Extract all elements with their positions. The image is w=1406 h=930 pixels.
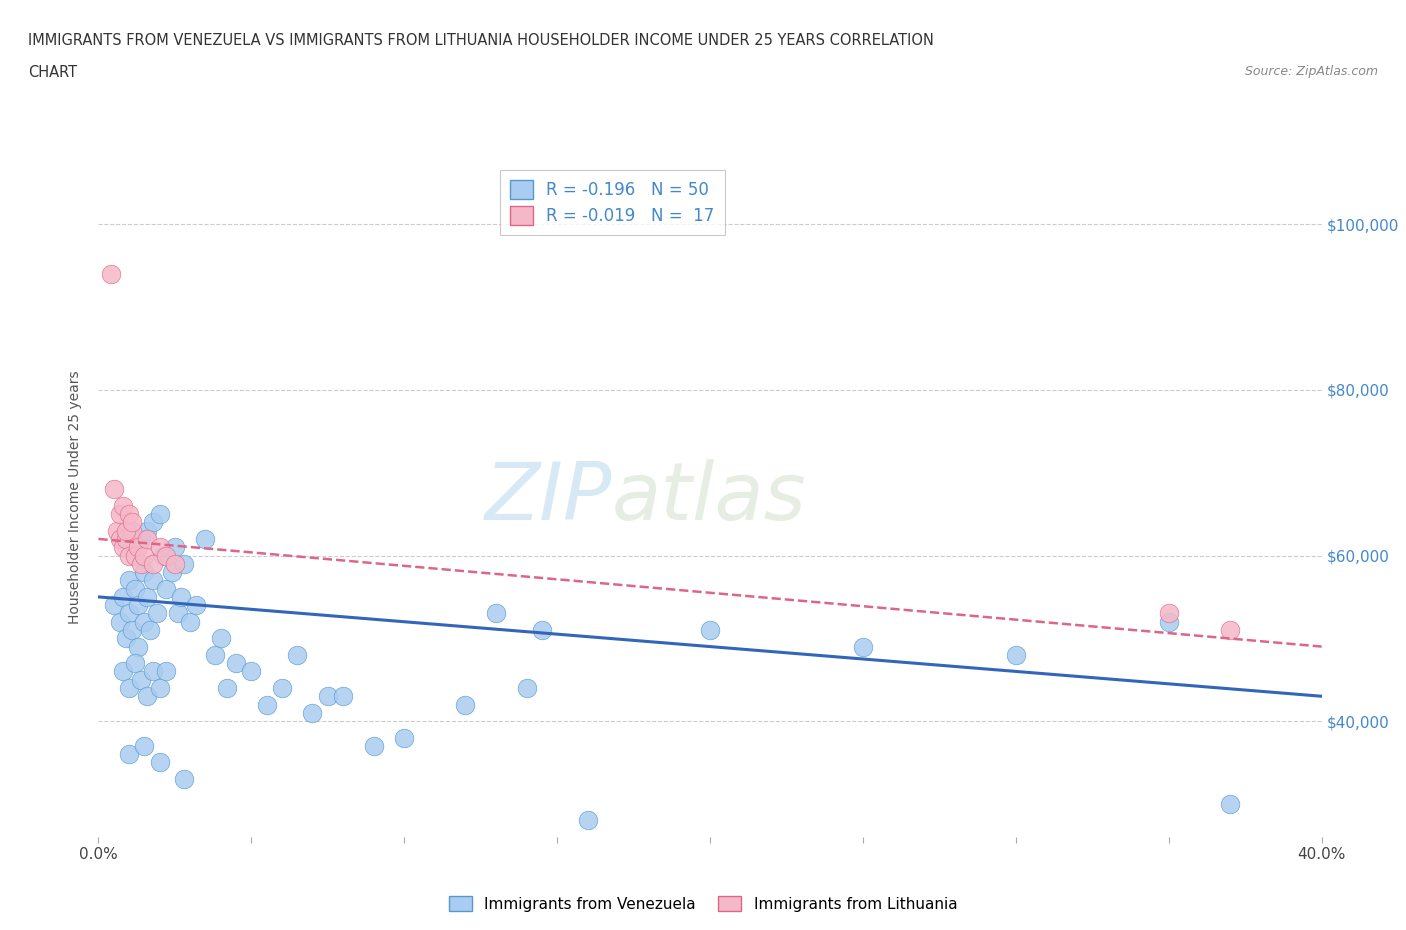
Point [149, 755, 172, 770]
Point [121, 622, 143, 637]
Point [256, 698, 278, 712]
Point [118, 681, 141, 696]
Point [115, 532, 138, 547]
Point [576, 813, 599, 828]
Point [285, 647, 308, 662]
Point [332, 689, 354, 704]
Point [155, 664, 177, 679]
Point [225, 656, 247, 671]
Point [149, 507, 172, 522]
Point [852, 639, 875, 654]
Point [270, 681, 292, 696]
Point [301, 705, 323, 720]
Point [1157, 615, 1180, 630]
Point [160, 565, 183, 579]
Point [121, 515, 143, 530]
Text: CHART: CHART [28, 65, 77, 80]
Point [108, 615, 131, 630]
Point [1219, 622, 1241, 637]
Point [209, 631, 232, 645]
Legend: R = -0.196   N = 50, R = -0.019   N =  17: R = -0.196 N = 50, R = -0.019 N = 17 [499, 170, 724, 235]
Point [142, 556, 165, 571]
Point [173, 772, 195, 787]
Point [105, 524, 128, 538]
Point [139, 622, 162, 637]
Point [142, 573, 165, 588]
Point [215, 681, 238, 696]
Point [108, 507, 131, 522]
Text: IMMIGRANTS FROM VENEZUELA VS IMMIGRANTS FROM LITHUANIA HOUSEHOLDER INCOME UNDER : IMMIGRANTS FROM VENEZUELA VS IMMIGRANTS … [28, 33, 934, 47]
Point [204, 647, 226, 662]
Point [530, 622, 553, 637]
Point [124, 581, 146, 596]
Point [111, 539, 134, 554]
Point [118, 573, 141, 588]
Point [240, 664, 263, 679]
Point [136, 590, 159, 604]
Y-axis label: Householder Income Under 25 years: Householder Income Under 25 years [69, 371, 83, 624]
Point [152, 548, 174, 563]
Point [155, 581, 177, 596]
Point [316, 689, 339, 704]
Point [142, 664, 165, 679]
Point [136, 689, 159, 704]
Point [127, 639, 149, 654]
Point [111, 498, 134, 513]
Point [155, 548, 177, 563]
Point [127, 539, 149, 554]
Point [149, 539, 172, 554]
Point [194, 532, 217, 547]
Point [516, 681, 538, 696]
Point [118, 747, 141, 762]
Text: atlas: atlas [612, 458, 807, 537]
Point [121, 524, 143, 538]
Point [118, 548, 141, 563]
Point [115, 524, 138, 538]
Point [363, 738, 385, 753]
Point [103, 598, 125, 613]
Text: ZIP: ZIP [485, 458, 612, 537]
Point [127, 598, 149, 613]
Point [111, 590, 134, 604]
Point [179, 615, 201, 630]
Point [129, 672, 152, 687]
Point [1157, 606, 1180, 621]
Point [142, 515, 165, 530]
Point [699, 622, 721, 637]
Point [163, 556, 186, 571]
Point [134, 615, 156, 630]
Point [103, 482, 125, 497]
Point [111, 664, 134, 679]
Point [134, 565, 156, 579]
Point [129, 532, 152, 547]
Text: Source: ZipAtlas.com: Source: ZipAtlas.com [1244, 65, 1378, 78]
Point [392, 730, 416, 745]
Point [149, 681, 172, 696]
Point [115, 631, 138, 645]
Point [118, 507, 141, 522]
Point [163, 539, 186, 554]
Point [1219, 796, 1241, 811]
Point [100, 267, 122, 282]
Point [134, 738, 156, 753]
Point [136, 532, 159, 547]
Point [170, 590, 193, 604]
Point [173, 556, 195, 571]
Point [1004, 647, 1026, 662]
Point [167, 606, 190, 621]
Point [108, 532, 131, 547]
Point [124, 656, 146, 671]
Point [134, 548, 156, 563]
Point [118, 606, 141, 621]
Point [186, 598, 208, 613]
Point [485, 606, 508, 621]
Legend: Immigrants from Venezuela, Immigrants from Lithuania: Immigrants from Venezuela, Immigrants fr… [443, 889, 963, 918]
Point [136, 524, 159, 538]
Point [124, 548, 146, 563]
Point [145, 606, 167, 621]
Point [454, 698, 477, 712]
Point [129, 556, 152, 571]
